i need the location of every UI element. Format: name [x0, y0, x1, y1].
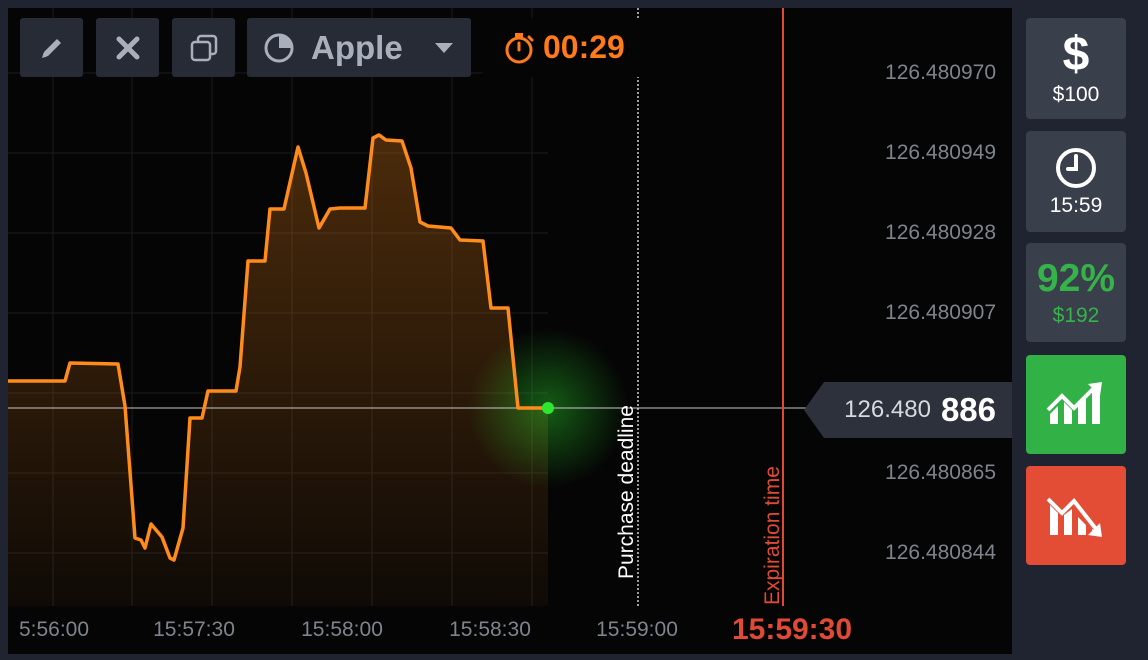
price-line [8, 133, 548, 562]
amount-selector[interactable]: $ $100 [1026, 18, 1126, 119]
asset-name: Apple [311, 28, 403, 66]
trend-down-icon [1046, 497, 1102, 537]
put-button[interactable] [1026, 466, 1126, 565]
clear-drawings-button[interactable] [96, 18, 159, 77]
trade-sidebar: $ $100 15:59 92% $192 [1012, 0, 1148, 660]
call-button[interactable] [1026, 355, 1126, 454]
chart-area[interactable]: Apple 00:29 126.480970 126.480949 126.4809… [8, 8, 1012, 654]
price-tick-label: 126.480907 [885, 301, 996, 324]
trend-up-icon [1046, 381, 1102, 424]
expiry-time-selector[interactable]: 15:59 [1026, 131, 1126, 232]
time-tick-label: 15:59:00 [596, 618, 678, 641]
current-point [542, 402, 554, 414]
countdown-timer: 00:29 [483, 18, 663, 77]
payout-percent: 92% [1036, 256, 1116, 300]
amount-value: $100 [1052, 82, 1100, 106]
current-price-main: 126.480 [844, 396, 931, 423]
timer-value: 00:29 [543, 29, 625, 65]
current-price-tail: 886 [940, 391, 996, 428]
copy-icon [190, 34, 217, 61]
asset-selector[interactable]: Apple [247, 18, 471, 77]
pie-chart-icon [264, 33, 294, 62]
price-tick-label: 126.480844 [885, 541, 996, 564]
stopwatch-icon [505, 32, 534, 63]
price-chart[interactable] [8, 8, 1012, 654]
price-area-fill [8, 135, 548, 606]
time-tick-label: 15:58:00 [301, 618, 383, 641]
expiration-time-label: Expiration time [761, 466, 784, 605]
dollar-icon: $ [1062, 27, 1090, 81]
price-tick-label: 126.480949 [885, 141, 996, 164]
time-tick-label: 5:56:00 [18, 618, 90, 641]
price-tick-label: 126.480928 [885, 221, 996, 244]
time-tick-label: 15:57:30 [153, 618, 235, 641]
price-tick-label: 126.480865 [885, 461, 996, 484]
purchase-deadline-label: Purchase deadline [615, 405, 638, 579]
chevron-down-icon [435, 43, 453, 53]
copy-button[interactable] [172, 18, 235, 77]
pencil-icon [41, 38, 61, 58]
expiry-time: 15:59:30 [731, 613, 853, 646]
clock-icon [1056, 147, 1096, 188]
expiry-time-value: 15:59 [1049, 193, 1103, 217]
close-icon [116, 36, 139, 59]
price-tick-label: 126.480970 [885, 61, 996, 84]
time-tick-label: 15:58:30 [449, 618, 531, 641]
payout-card: 92% $192 [1026, 243, 1126, 342]
future-area [548, 8, 1012, 606]
draw-button[interactable] [20, 18, 83, 77]
current-price-tag: 126.480 886 [804, 382, 1012, 438]
payout-amount: $192 [1052, 303, 1100, 327]
